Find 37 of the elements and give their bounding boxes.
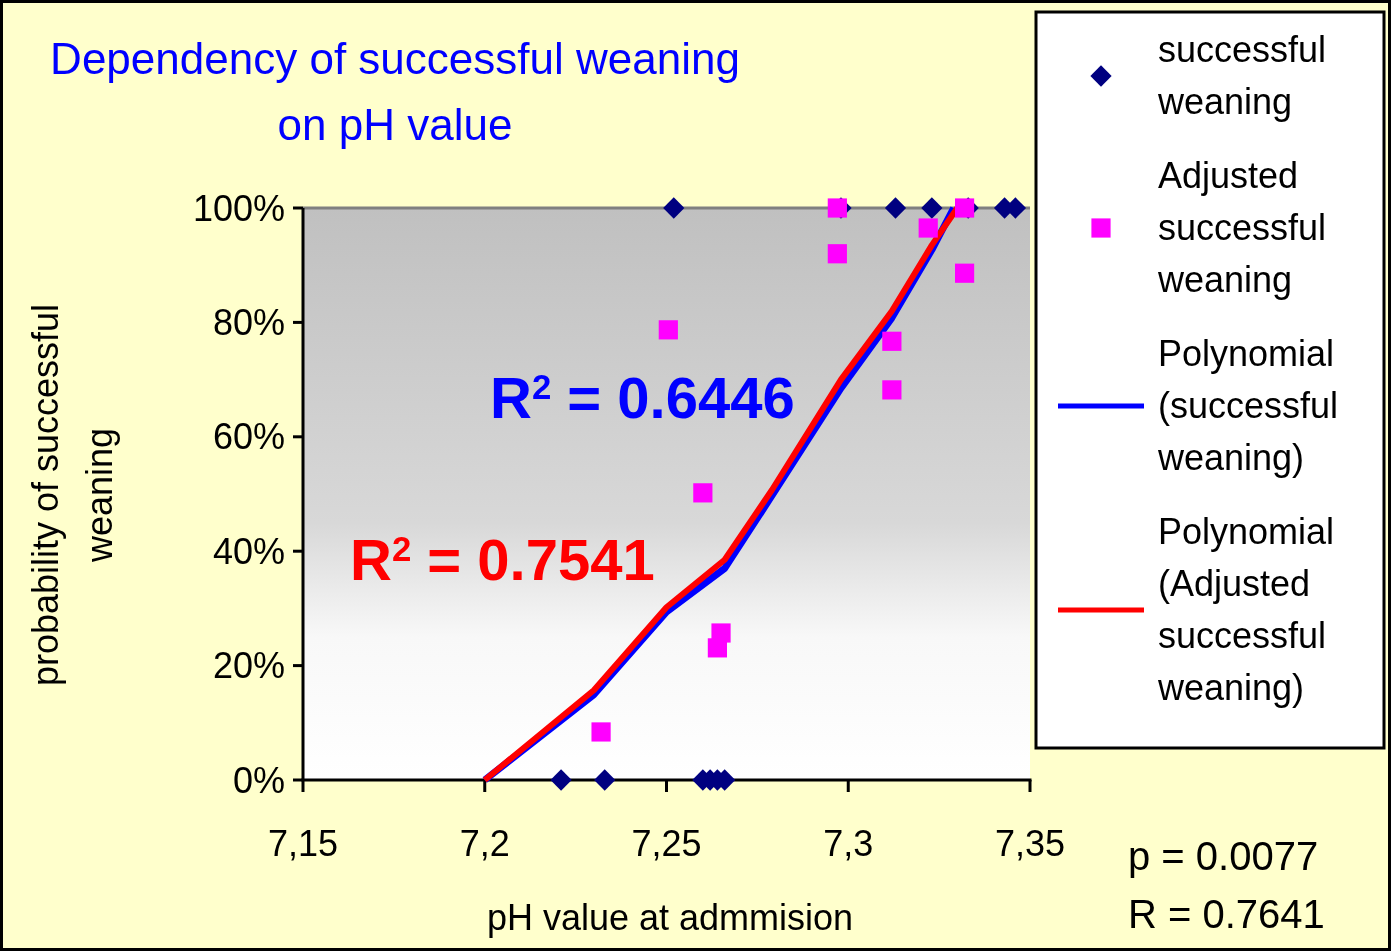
chart-title: Dependency of successful weaning on pH value [50, 34, 740, 149]
y-tick-label: 100% [192, 187, 285, 229]
legend-label: Polynomial (successful weaning) [1157, 333, 1339, 478]
point [663, 197, 685, 219]
point [550, 769, 572, 791]
x-tick-label: 7,3 [823, 823, 874, 864]
point [882, 331, 902, 351]
point [918, 218, 938, 238]
point [711, 623, 731, 643]
point [827, 244, 847, 264]
point [921, 197, 943, 219]
point [658, 320, 678, 340]
legend-label: Adjusted successful weaning [1157, 155, 1327, 300]
text: p = 0.0077 [1128, 834, 1319, 878]
x-tick-label: 7,15 [267, 823, 339, 864]
x-tick-label: 7,35 [994, 823, 1066, 864]
text: R = 0.7641 [1128, 892, 1325, 936]
x-tick-label: 7,25 [631, 823, 702, 864]
point [693, 483, 713, 503]
y-axis-title: probability of successful weaning [25, 303, 120, 687]
y-tick-label: 0% [232, 759, 285, 801]
y-tick-label: 80% [212, 301, 285, 343]
point [591, 722, 611, 742]
point [954, 263, 975, 283]
x-axis-title: pH value at admmision [486, 897, 854, 938]
point [827, 198, 847, 218]
annotation: R$^{2}$ = 0.6446 [490, 365, 795, 430]
annotation: R$^{2}$ = 0.7541 [350, 527, 655, 592]
y-tick-label: 40% [212, 530, 285, 572]
legend-label: Polynomial (Adjusted successful weaning) [1157, 511, 1335, 708]
legend-label: successful weaning [1157, 29, 1327, 122]
y-tick-label: 20% [212, 645, 285, 687]
y-tick-label: 60% [212, 416, 285, 458]
point [884, 197, 907, 219]
x-tick-label: 7,2 [459, 823, 510, 864]
point [594, 769, 616, 791]
point [882, 380, 902, 400]
